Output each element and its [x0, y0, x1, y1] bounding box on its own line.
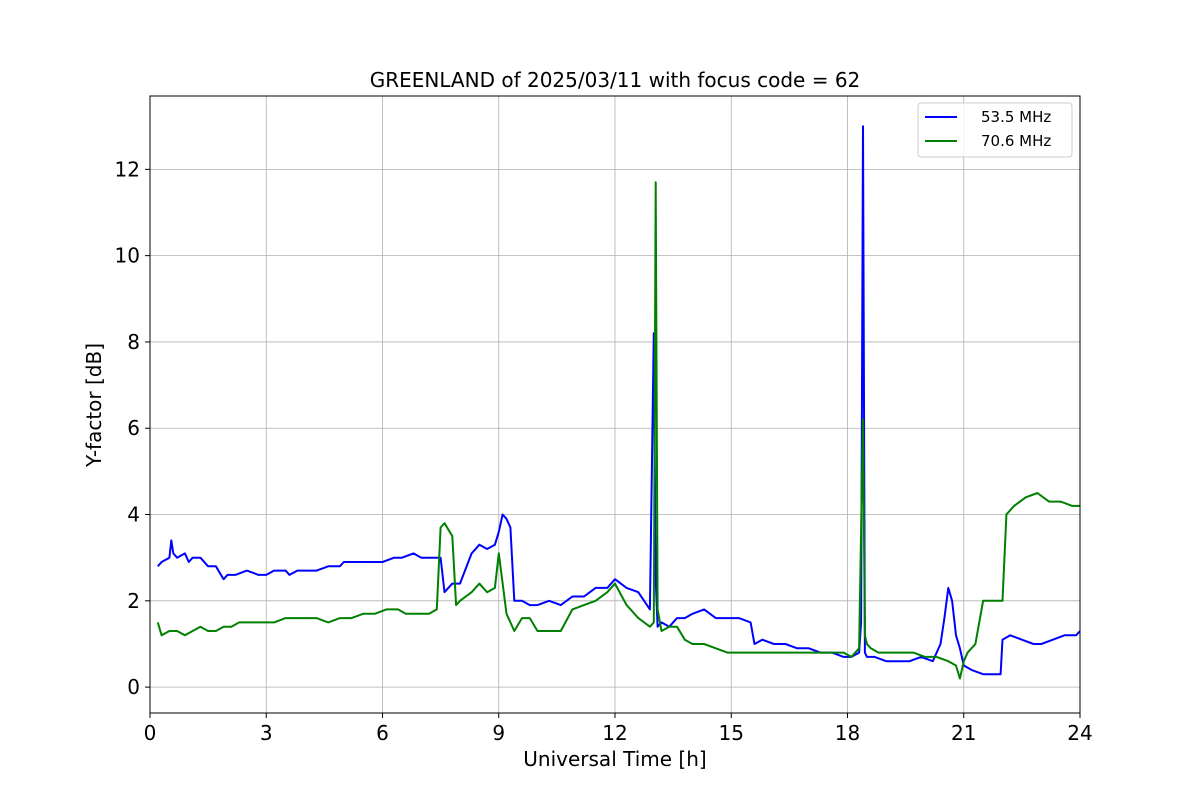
x-tick-label: 3 [260, 721, 273, 745]
x-tick-label: 0 [144, 721, 157, 745]
x-tick-label: 9 [492, 721, 505, 745]
legend-label-53-5: 53.5 MHz [981, 108, 1051, 126]
y-axis-label: Y-factor [dB] [82, 343, 106, 468]
x-tick-label: 24 [1067, 721, 1092, 745]
series-line-70-6-mhz [156, 181, 1080, 680]
y-tick-label: 4 [127, 503, 140, 527]
x-tick-label: 15 [719, 721, 744, 745]
x-tick-label: 12 [602, 721, 627, 745]
y-tick-label: 0 [127, 675, 140, 699]
y-tick-label: 6 [127, 416, 140, 440]
y-tick-label: 12 [115, 157, 140, 181]
y-tick-label: 2 [127, 589, 140, 613]
x-tick-label: 18 [835, 721, 860, 745]
y-tick-label: 8 [127, 330, 140, 354]
series-layer [156, 125, 1081, 680]
x-tick-label: 21 [951, 721, 976, 745]
x-tick-label: 6 [376, 721, 389, 745]
x-axis-label: Universal Time [h] [523, 747, 706, 771]
y-tick-label: 10 [115, 244, 140, 268]
chart-title: GREENLAND of 2025/03/11 with focus code … [370, 68, 861, 92]
legend-label-70-6: 70.6 MHz [981, 132, 1051, 150]
legend: 53.5 MHz 70.6 MHz [917, 102, 1073, 158]
series-line-53-5-mhz [157, 125, 1081, 676]
